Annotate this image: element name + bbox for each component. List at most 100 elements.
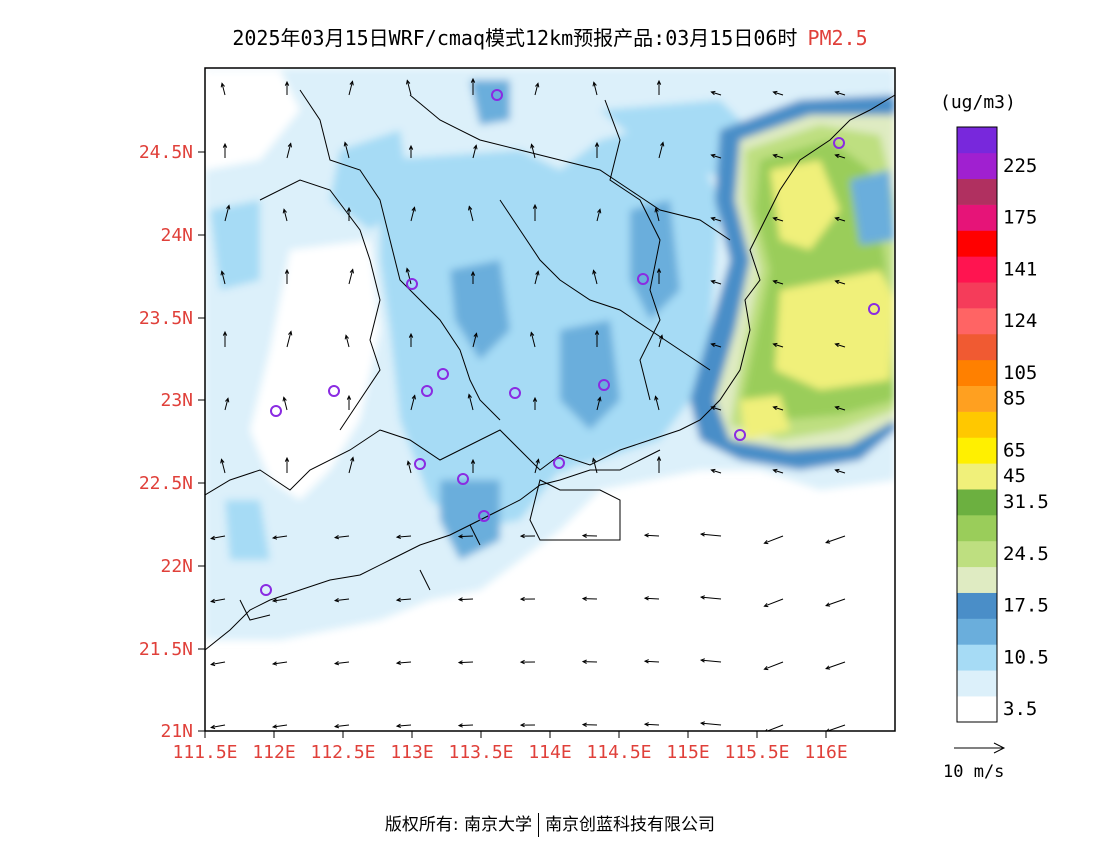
wind-arrow-head (710, 342, 716, 348)
wind-arrow (711, 91, 722, 96)
colorbar-label: 10.5 (1003, 646, 1049, 668)
copyright-text: 版权所有: 南京大学 (384, 815, 533, 835)
wind-arrow (835, 217, 846, 222)
colorbar-swatch (957, 540, 997, 568)
wind-arrow (348, 457, 354, 474)
colorbar-label: 105 (1003, 362, 1037, 384)
footer-divider (538, 813, 540, 837)
wind-arrow-head (530, 331, 535, 337)
colorbar-swatch (957, 308, 997, 335)
wind-arrow-head (333, 597, 340, 603)
wind-arrow (472, 333, 477, 348)
wind-arrow (406, 80, 412, 96)
wind-arrow-head (395, 723, 401, 728)
wind-arrow-head (395, 597, 401, 602)
wind-arrow (711, 280, 722, 285)
wind-arrow-head (772, 342, 778, 348)
wind-arrow-head (763, 665, 769, 671)
wind-arrow-head (656, 267, 662, 273)
x-tick-label: 112E (252, 742, 295, 763)
wind-arrow (211, 724, 226, 728)
wind-arrow (406, 268, 412, 285)
wind-arrow-head (772, 216, 778, 222)
wind-arrow (658, 142, 664, 159)
wind-arrow (773, 154, 784, 159)
wind-arrow (773, 406, 784, 411)
colorbar-label: 175 (1003, 207, 1037, 229)
wind-arrow-head (411, 206, 416, 212)
title-variable: PM2.5 (807, 26, 868, 50)
wind-arrow (835, 343, 846, 348)
wind-arrow-head (468, 205, 473, 211)
wind-arrow-head (825, 728, 830, 731)
wind-arrow-head (226, 204, 231, 210)
company-text: 南京创蓝科技有限公司 (545, 815, 716, 835)
wind-arrow (835, 469, 846, 474)
x-tick-label: 113E (390, 742, 433, 763)
y-tick-label: 22N (160, 556, 193, 577)
wind-arrow (396, 598, 412, 601)
wind-arrow (773, 469, 784, 474)
wind-arrow-head (284, 80, 290, 86)
colorbar: 3.5 10.5 17.5 24.5 31.5 45 65 85 105 124 141 175 225 (956, 126, 1049, 723)
wind-arrow-head (825, 665, 831, 670)
colorbar-swatch (957, 411, 997, 438)
wind-arrow-head (470, 458, 476, 464)
wind-reference-label: 10 m/s (943, 762, 1005, 782)
wind-arrow (644, 597, 660, 600)
wind-arrow-head (825, 602, 831, 607)
x-tick-label: 112.5E (310, 742, 375, 763)
wind-arrow (773, 343, 784, 348)
wind-arrow (701, 722, 722, 726)
wind-arrow (344, 142, 350, 159)
colorbar-label: 3.5 (1003, 698, 1037, 720)
colorbar-label: 17.5 (1003, 595, 1049, 617)
wind-arrow-head (282, 208, 287, 214)
wind-arrow-head (659, 334, 664, 340)
wind-arrow-head (532, 396, 538, 402)
wind-arrow (835, 280, 846, 285)
wind-arrow (396, 661, 412, 664)
wind-arrow-head (834, 468, 840, 474)
wind-arrow-head (834, 342, 840, 348)
station-marker (421, 385, 433, 397)
wind-arrow-head (220, 270, 225, 276)
wind-arrow (764, 661, 784, 670)
wind-arrow-head (834, 405, 840, 411)
colorbar-label: 45 (1003, 465, 1026, 487)
y-tick-label: 22.5N (139, 473, 193, 494)
x-tick-label: 114E (528, 742, 571, 763)
wind-arrow (348, 269, 354, 285)
wind-arrow-head (411, 394, 416, 400)
colorbar-swatch (957, 618, 997, 645)
wind-arrow (273, 724, 288, 728)
wind-arrow (644, 660, 660, 663)
wind-arrow (335, 598, 350, 602)
x-axis-labels: 111.5E 112E 112.5E 113E 113.5E 114E 114.… (172, 742, 847, 763)
station-marker (868, 303, 880, 315)
colorbar-label: 65 (1003, 439, 1026, 461)
wind-arrow-head (210, 661, 216, 667)
wind-arrow-head (592, 269, 597, 275)
wind-arrow (711, 343, 722, 348)
wind-arrow-head (763, 539, 769, 545)
wind-arrow (221, 83, 226, 96)
x-tick-label: 114.5E (586, 742, 651, 763)
wind-arrow-head (581, 596, 587, 601)
pm25-field (205, 68, 895, 731)
colorbar-swatch (957, 256, 997, 283)
wind-arrow-head (408, 144, 414, 150)
wind-arrow (530, 332, 536, 348)
wind-arrow-head (834, 153, 840, 159)
wind-arrow (773, 280, 784, 285)
wind-arrow (345, 335, 350, 348)
wind-arrow-head (710, 279, 716, 285)
wind-arrow-head (395, 660, 401, 665)
station-marker (328, 385, 340, 397)
wind-arrow (825, 598, 846, 607)
colorbar-swatch (957, 333, 997, 361)
wind-arrow (410, 207, 415, 222)
wind-arrow (658, 335, 663, 348)
wind-arrow-head (343, 141, 348, 147)
